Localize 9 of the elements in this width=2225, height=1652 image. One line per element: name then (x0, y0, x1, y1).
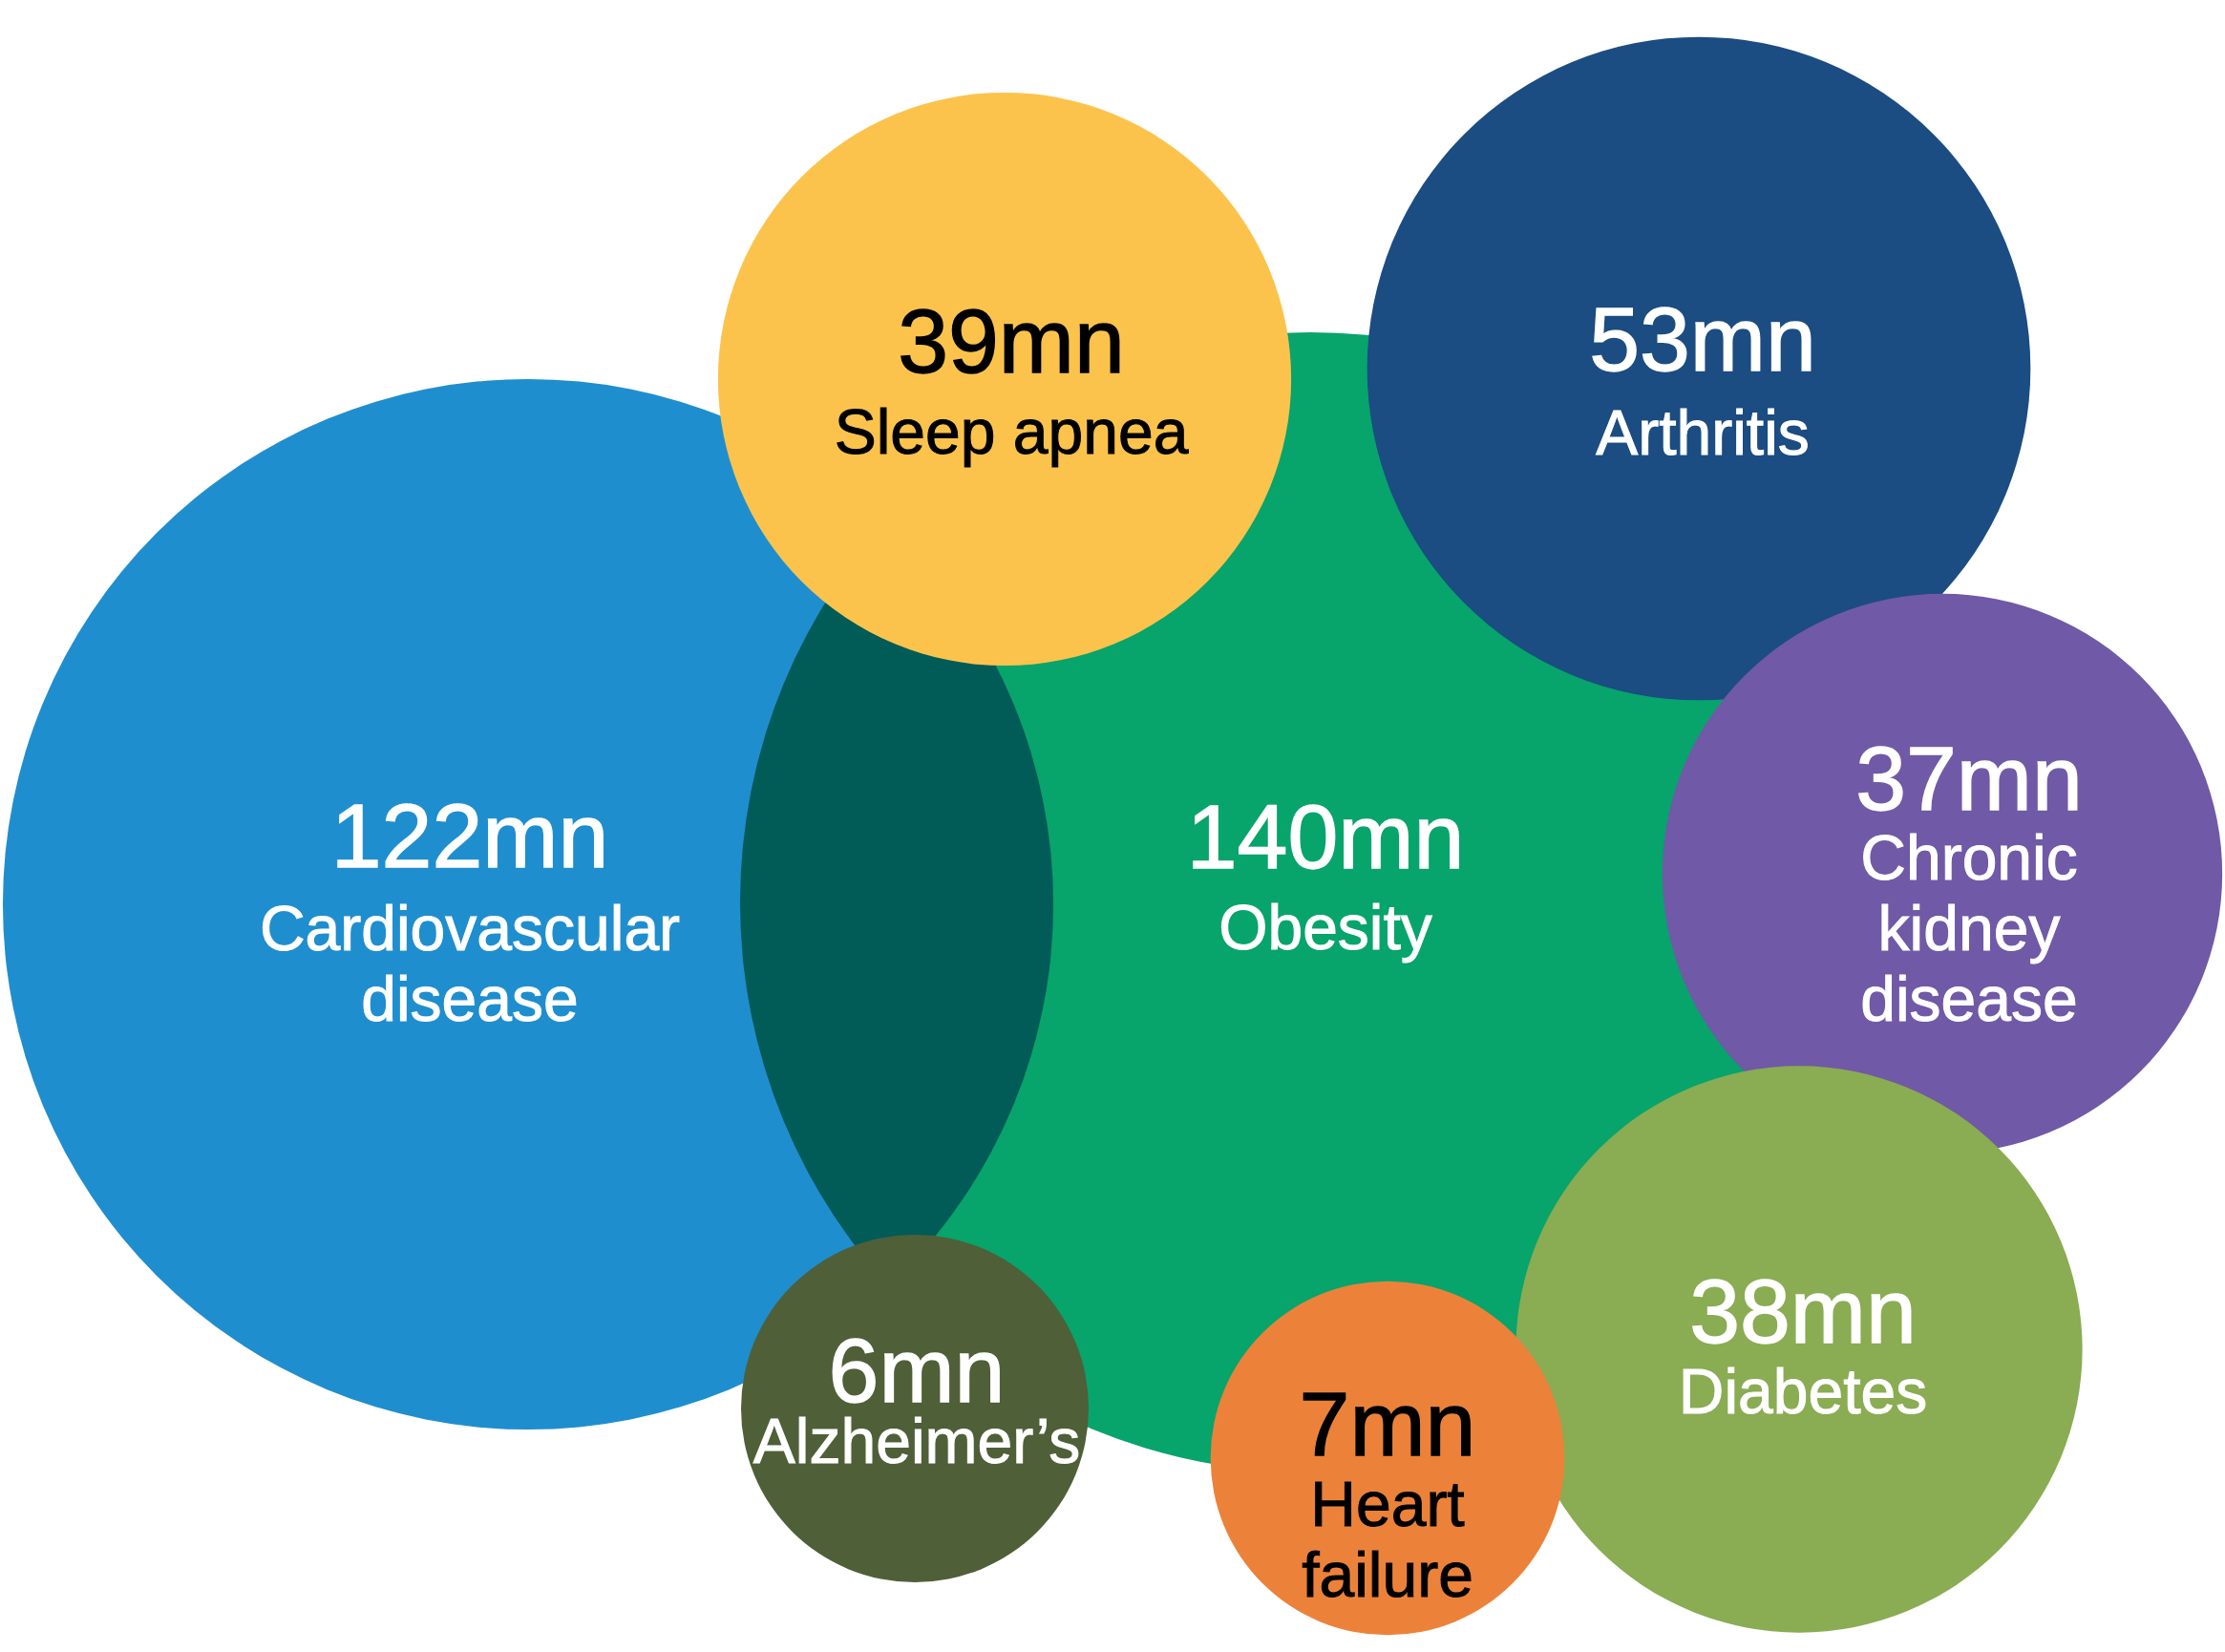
category-label: Sleep apnea (834, 396, 1189, 467)
category-label: Cardiovascular disease (259, 893, 681, 1034)
category-label: Alzheimer’s (752, 1406, 1081, 1476)
data-label: 122mn (330, 785, 609, 886)
data-label: 53mn (1589, 288, 1816, 390)
category-label: Obesity (1218, 892, 1432, 963)
data-label: 39mn (898, 290, 1125, 392)
data-label: 140mn (1186, 786, 1465, 887)
category-label: Arthritis (1596, 397, 1810, 468)
